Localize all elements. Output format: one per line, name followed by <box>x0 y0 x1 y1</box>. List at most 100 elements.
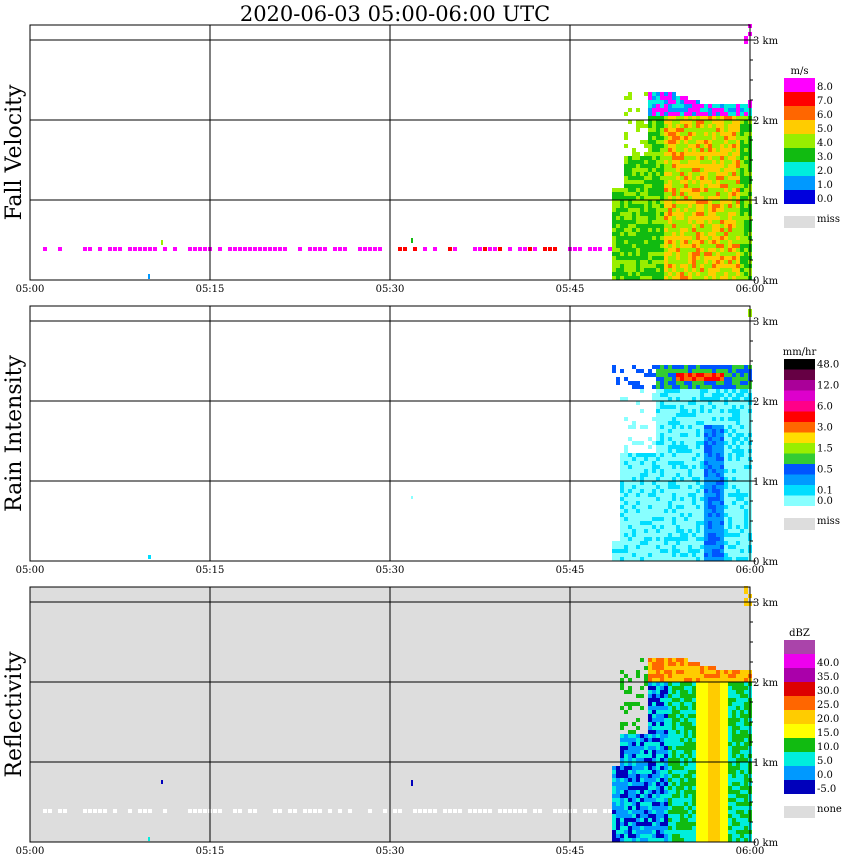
legend-label: 3.0 <box>817 423 833 434</box>
y-tick-label: 1 km <box>753 758 779 769</box>
legend-swatch <box>784 443 815 454</box>
y-tick-label: 1 km <box>753 196 779 207</box>
legend-label: 4.0 <box>817 138 833 149</box>
legend-label: 0.0 <box>817 194 833 205</box>
x-tick-label: 05:15 <box>196 565 225 576</box>
y-tick-label: 0 km <box>753 276 779 287</box>
legend-swatch <box>784 148 815 162</box>
legend-swatch <box>784 640 815 654</box>
legend-swatch <box>784 411 815 422</box>
legend-swatch <box>784 134 815 148</box>
legend-swatch <box>784 369 815 380</box>
x-tick-label: 06:00 <box>736 846 765 857</box>
legend-label: 30.0 <box>817 686 839 697</box>
legend-missing-label: miss <box>817 214 840 225</box>
legend-label: 2.0 <box>817 166 833 177</box>
grid-lines <box>30 306 750 561</box>
legend-label: 6.0 <box>817 402 833 413</box>
legend-swatch <box>784 453 815 464</box>
plot-frame <box>29 586 751 843</box>
legend-missing-swatch <box>784 216 815 228</box>
legend-label: 35.0 <box>817 672 839 683</box>
x-tick-label: 05:30 <box>376 846 405 857</box>
legend-swatch <box>784 780 815 794</box>
legend-label: 20.0 <box>817 714 839 725</box>
legend-label: 40.0 <box>817 658 839 669</box>
panel-ylabel: Reflectivity <box>2 651 27 778</box>
legend-label: 0.1 <box>817 486 833 497</box>
legend-label: 15.0 <box>817 728 839 739</box>
x-tick-label: 05:00 <box>16 284 45 295</box>
legend-missing-label: none <box>817 804 842 815</box>
panel-ylabel: Fall Velocity <box>2 84 27 220</box>
legend-swatch <box>784 668 815 682</box>
legend-label: 0.5 <box>817 465 833 476</box>
echo-field <box>43 586 752 842</box>
legend-label: 3.0 <box>817 152 833 163</box>
legend-swatch <box>784 766 815 780</box>
legend-swatch <box>784 696 815 710</box>
legend-swatch <box>784 162 815 176</box>
x-tick-label: 05:00 <box>16 846 45 857</box>
x-tick-label: 06:00 <box>736 565 765 576</box>
legend: m/s 8.0 7.0 6.0 5.0 4.0 3.0 2.0 1.0 0.0 miss <box>784 66 840 228</box>
legend-swatch <box>784 752 815 766</box>
legend-swatch <box>784 724 815 738</box>
legend-swatch <box>784 474 815 485</box>
legend-label: 0.0 <box>817 770 833 781</box>
legend-label: 1.0 <box>817 180 833 191</box>
plot-frame <box>29 305 751 562</box>
legend: dBZ 40.0 35.0 30.0 25.0 20.0 15.0 10.0 5.0 0.0 -5.… <box>784 628 842 818</box>
panel-2: 0 km 1 km 2 km 3 km 05:00 05:15 05:30 05:45 06:0… <box>2 305 840 576</box>
x-tick-label: 05:45 <box>556 284 585 295</box>
legend-label: 5.0 <box>817 756 833 767</box>
legend-label: 1.5 <box>817 444 833 455</box>
legend-label: 0.0 <box>817 496 833 507</box>
echo-field <box>148 309 752 561</box>
legend-swatch <box>784 176 815 190</box>
legend-label: 5.0 <box>817 124 833 135</box>
x-tick-label: 05:00 <box>16 565 45 576</box>
plot-frame <box>29 24 751 281</box>
y-tick-label: 3 km <box>753 317 779 328</box>
legend-label: 48.0 <box>817 360 839 371</box>
legend-missing-swatch <box>784 806 815 818</box>
page-title: 2020-06-03 05:00-06:00 UTC <box>239 2 551 26</box>
legend-swatch <box>784 380 815 391</box>
legend-swatch <box>784 78 815 92</box>
y-tick-label: 2 km <box>753 678 779 689</box>
legend-swatch <box>784 359 815 370</box>
legend-swatch <box>784 120 815 134</box>
legend-swatch <box>784 738 815 752</box>
legend-label: 7.0 <box>817 96 833 107</box>
legend-unit: mm/hr <box>783 347 817 358</box>
legend-swatch <box>784 401 815 412</box>
legend-swatch <box>784 485 815 496</box>
x-tick-label: 05:15 <box>196 846 225 857</box>
legend-label: 12.0 <box>817 381 839 392</box>
legend-swatch <box>784 190 815 204</box>
x-tick-label: 06:00 <box>736 284 765 295</box>
panel-ylabel: Rain Intensity <box>2 354 27 511</box>
legend-swatch <box>784 106 815 120</box>
legend-swatch <box>784 495 815 506</box>
grid-lines <box>30 25 750 280</box>
y-tick-label: 1 km <box>753 477 779 488</box>
x-tick-label: 05:45 <box>556 565 585 576</box>
y-tick-label: 3 km <box>753 36 779 47</box>
legend-label: 6.0 <box>817 110 833 121</box>
legend-swatch <box>784 464 815 475</box>
legend-swatch <box>784 390 815 401</box>
legend-swatch <box>784 654 815 668</box>
y-tick-label: 2 km <box>753 397 779 408</box>
legend-swatch <box>784 710 815 724</box>
x-tick-label: 05:30 <box>376 565 405 576</box>
legend-label: 8.0 <box>817 82 833 93</box>
legend-missing-label: miss <box>817 516 840 527</box>
legend-swatch <box>784 92 815 106</box>
legend-unit: dBZ <box>789 628 810 639</box>
y-tick-label: 0 km <box>753 838 779 849</box>
legend-missing-swatch <box>784 518 815 530</box>
